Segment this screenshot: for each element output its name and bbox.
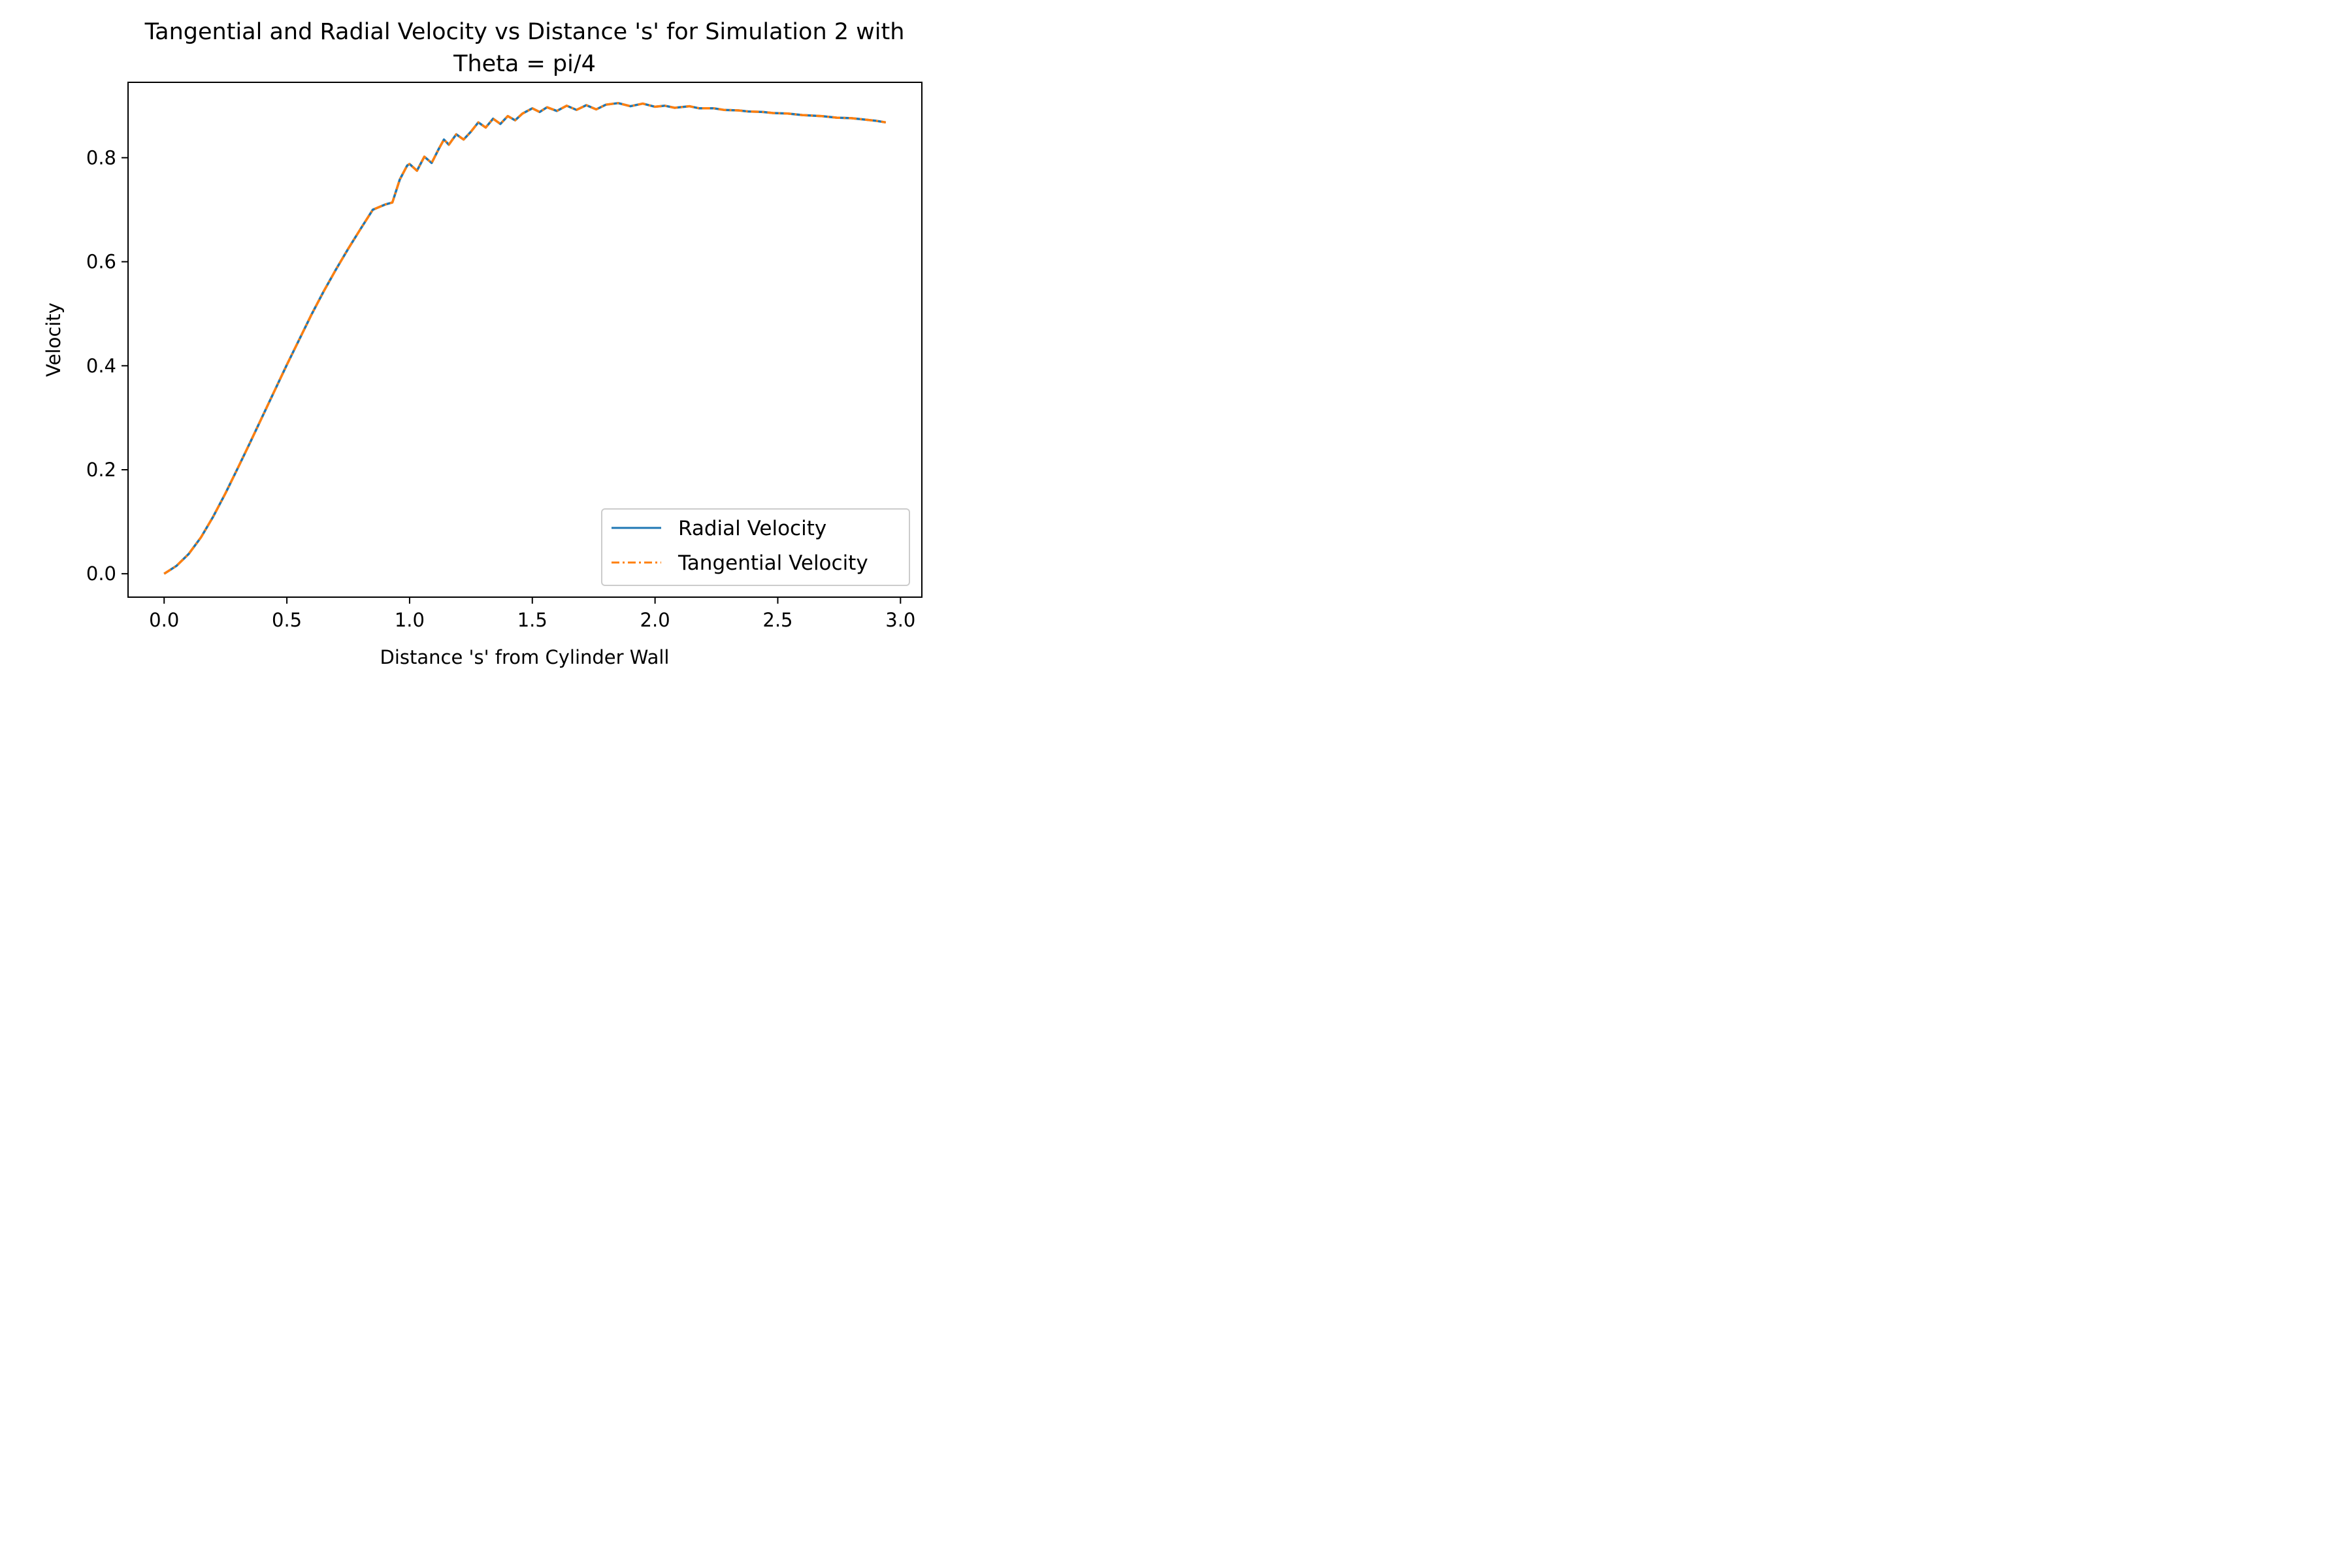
chart-title-line-1: Tangential and Radial Velocity vs Distan… — [144, 19, 905, 45]
y-tick-label: 0.8 — [86, 146, 116, 169]
legend-box — [601, 508, 910, 586]
series-line-tangential-velocity — [163, 102, 887, 575]
y-tick-label: 0.0 — [86, 563, 116, 585]
series-layer — [163, 102, 887, 575]
x-tick-label: 2.0 — [640, 609, 670, 631]
x-tick-label: 0.0 — [149, 609, 179, 631]
velocity-chart: Tangential and Radial Velocity vs Distan… — [0, 0, 1010, 673]
legend-label-tangential-velocity: Tangential Velocity — [678, 551, 868, 575]
x-tick-label: 1.5 — [517, 609, 547, 631]
y-axis-label: Velocity — [42, 302, 65, 377]
legend-label-radial-velocity: Radial Velocity — [678, 517, 826, 540]
y-tick-label: 0.4 — [86, 355, 116, 377]
legend: Radial Velocity Tangential Velocity — [601, 508, 910, 586]
x-tick-label: 1.0 — [395, 609, 425, 631]
y-tick-label: 0.2 — [86, 459, 116, 481]
y-tick-label: 0.6 — [86, 251, 116, 273]
x-axis-ticks: 0.0 0.5 1.0 1.5 2.0 2.5 3.0 — [149, 597, 915, 631]
x-axis-label: Distance 's' from Cylinder Wall — [380, 646, 669, 668]
y-axis-ticks: 0.0 0.2 0.4 0.6 0.8 — [86, 146, 128, 585]
chart-title-line-2: Theta = pi/4 — [453, 51, 596, 77]
x-tick-label: 0.5 — [272, 609, 302, 631]
x-tick-label: 2.5 — [762, 609, 792, 631]
x-tick-label: 3.0 — [885, 609, 915, 631]
plot-frame — [127, 82, 923, 598]
